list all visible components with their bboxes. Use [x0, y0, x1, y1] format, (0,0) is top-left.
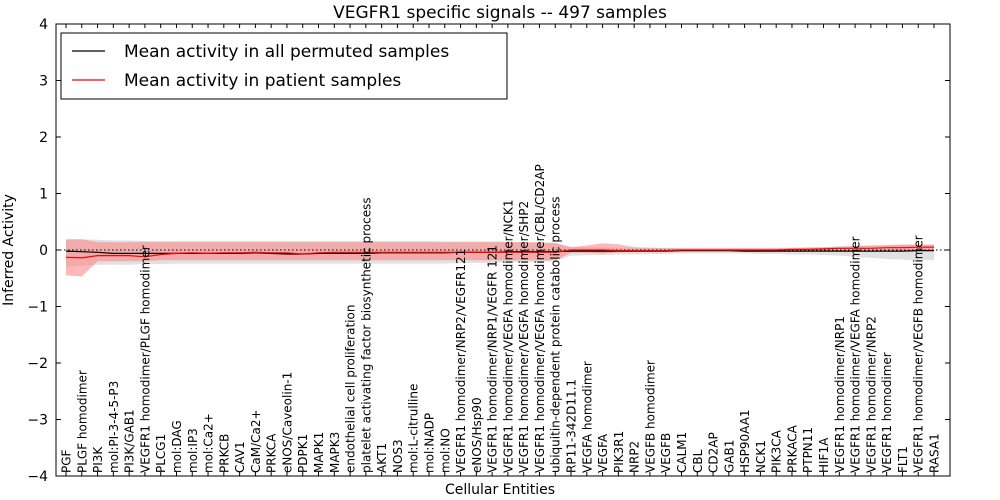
- x-tick-label: VEGFA: [596, 433, 610, 473]
- x-tick-label: MAPK1: [312, 432, 326, 473]
- x-axis-label: Cellular Entities: [445, 482, 555, 498]
- x-tick-label: VEGFR1 homodimer/VEGFA homodimer/CBL/CD2…: [533, 164, 547, 473]
- x-tick-label: NRP2: [628, 441, 642, 473]
- x-tick-label: mol:Ca2+: [202, 413, 216, 473]
- x-tick-label: VEGFA homodimer: [580, 361, 594, 473]
- x-tick-label: PIK3R1: [612, 431, 626, 473]
- band-series-2: [66, 239, 934, 277]
- chart-title: VEGFR1 specific signals -- 497 samples: [333, 3, 667, 23]
- x-tick-label: NOS3: [391, 439, 405, 473]
- x-tick-label: VEGFB: [659, 433, 673, 473]
- plot-frame: [55, 23, 951, 477]
- x-tick-label: mol:NO: [438, 428, 452, 473]
- x-tick-label: CBL: [691, 449, 705, 473]
- x-tick-label: platelet activating factor biosynthetic …: [359, 197, 373, 473]
- x-tick-label: FLT1: [896, 446, 910, 473]
- y-tick-label: 3: [39, 74, 48, 90]
- x-tick-label: mol:PI-3-4-5-P3: [107, 381, 121, 473]
- y-tick-label: −2: [27, 356, 48, 372]
- x-tick-label: PRKCA: [265, 433, 279, 473]
- y-tick-label: −1: [27, 300, 48, 316]
- axis-ticks: −4 −3 −2 −1 0 1 2 3 4: [27, 17, 950, 485]
- x-tick-label: PTPN11: [801, 427, 815, 473]
- x-tick-label: CAV1: [233, 441, 247, 473]
- x-tick-label: eNOS/Hsp90: [470, 397, 484, 473]
- legend-label-2: Mean activity in patient samples: [124, 71, 401, 91]
- y-tick-label: −4: [27, 469, 48, 485]
- x-tick-label: PIK3CA: [770, 429, 784, 473]
- x-tick-label: CaM/Ca2+: [249, 409, 263, 473]
- x-tick-label: GAB1: [722, 440, 736, 473]
- x-tick-label: VEGFR1 homodimer: [880, 352, 894, 473]
- x-tick-label: VEGFR1 homodimer/NRP1/VEGFR 121: [486, 245, 500, 473]
- x-tick-label: HIF1A: [817, 437, 831, 473]
- x-tick-label: PLGF homodimer: [75, 370, 89, 473]
- legend-box: [60, 32, 508, 100]
- x-tick-label: mol:IP3: [186, 428, 200, 473]
- x-tick-label: CALM1: [675, 432, 689, 473]
- y-tick-label: 1: [39, 187, 48, 203]
- x-tick-label: HSP90AA1: [738, 409, 752, 473]
- x-tick-label: mol:DAG: [170, 420, 184, 473]
- y-tick-label: −3: [27, 413, 48, 429]
- x-tick-label: RP11-342D11.1: [565, 379, 579, 473]
- x-tick-label: VEGFR1 homodimer/VEGFB homodimer: [912, 235, 926, 473]
- legend-label-1: Mean activity in all permuted samples: [124, 42, 449, 62]
- x-tick-label: VEGFR1 homodimer/VEGFA homodimer/SHP2: [517, 201, 531, 473]
- x-tick-label: mol:L-citrulline: [407, 384, 421, 473]
- x-tick-label: VEGFR1 homodimer/PLGF homodimer: [138, 245, 152, 473]
- y-tick-label: 2: [39, 130, 48, 146]
- x-tick-label: AKT1: [375, 443, 389, 473]
- x-tick-label: VEGFR1 homodimer/NRP1: [833, 316, 847, 473]
- x-tick-label: NCK1: [754, 440, 768, 473]
- x-tick-label: PRKACA: [786, 424, 800, 473]
- x-tick-label: PRKCB: [217, 434, 231, 473]
- x-tick-label: VEGFR1 homodimer/VEGFA homodimer/NCK1: [501, 199, 515, 473]
- x-tick-label: RASA1: [928, 433, 942, 473]
- confidence-bands: [66, 238, 934, 277]
- x-tick-label: VEGFR1 homodimer/NRP2/VEGFR121: [454, 249, 468, 473]
- x-tick-label: endothelial cell proliferation: [344, 305, 358, 473]
- x-tick-labels: PGF PLGF homodimer PI3K mol:PI-3-4-5-P3 PI3K…: [60, 164, 942, 473]
- x-tick-label: PGF: [60, 449, 74, 473]
- line-series-2: [65, 246, 934, 259]
- x-tick-label: VEGFR1 homodimer/VEGFA homodimer: [849, 236, 863, 473]
- x-tick-label: CD2AP: [707, 432, 721, 473]
- y-axis-label: Inferred Activity: [1, 194, 17, 306]
- x-tick-label: PI3K: [91, 446, 105, 473]
- x-tick-label: VEGFR1 homodimer/NRP2: [864, 316, 878, 473]
- x-tick-label: PI3K/GAB1: [123, 409, 137, 473]
- x-tick-label: PLCG1: [154, 434, 168, 473]
- x-tick-label: mol:NADP: [423, 413, 437, 473]
- y-tick-label: 0: [39, 243, 48, 259]
- x-tick-label: PDPK1: [296, 434, 310, 473]
- y-tick-label: 4: [39, 17, 48, 33]
- x-tick-label: VEGFB homodimer: [643, 360, 657, 473]
- series-lines: [56, 246, 950, 259]
- legend: Mean activity in all permuted samples Mea…: [60, 32, 508, 100]
- x-tick-label: ubiquitin-dependent protein catabolic pr…: [549, 197, 563, 473]
- x-tick-label: MAPK3: [328, 432, 342, 473]
- x-tick-label: eNOS/Caveolin-1: [280, 372, 294, 473]
